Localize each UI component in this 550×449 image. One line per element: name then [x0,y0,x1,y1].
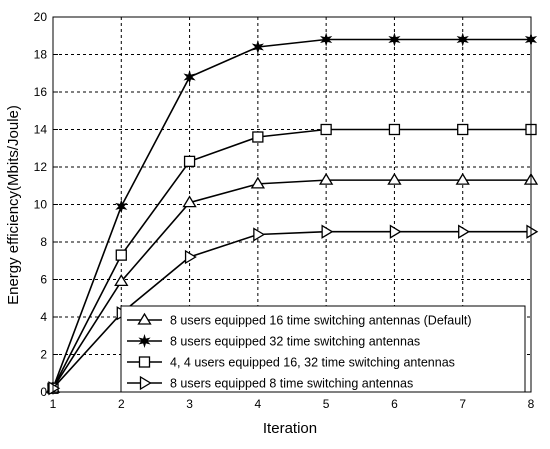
x-tick-label: 5 [323,397,330,411]
data-point-marker [455,172,470,185]
x-tick-label: 8 [528,397,535,411]
data-point-marker [318,172,334,185]
data-point-marker [115,249,127,261]
x-tick-label: 6 [391,397,398,411]
x-tick-label: 3 [186,397,193,411]
y-tick-label: 16 [34,85,48,99]
y-tick-label: 0 [40,385,47,399]
series-line [52,230,531,389]
series-layer [45,32,539,396]
data-point-marker [456,32,469,47]
y-tick-label: 14 [34,123,48,137]
data-point-marker [526,224,539,239]
legend: 8 users equipped 16 time switching anten… [120,305,526,393]
data-point-marker [388,123,401,136]
data-point-marker [253,227,266,242]
y-tick-label: 10 [34,198,48,212]
series-4 [48,224,539,396]
series-line [52,179,531,389]
data-point-marker [389,224,402,239]
data-point-marker [183,69,196,85]
legend-box [120,305,526,393]
x-tick-label: 1 [50,397,57,411]
legend-label: 8 users equipped 16 time switching anten… [170,314,472,328]
data-point-marker [320,123,332,136]
data-point-marker [183,155,196,168]
y-tick-label: 4 [40,310,47,324]
data-point-marker [252,131,264,143]
legend-marker [138,333,151,349]
legend-marker [139,375,152,391]
y-tick-label: 2 [40,348,47,362]
data-point-marker [114,274,129,287]
x-tick-label: 7 [459,397,466,411]
y-tick-label: 8 [40,235,47,249]
data-point-marker [115,199,128,214]
y-tick-label: 12 [34,160,48,174]
y-tick-label: 6 [40,273,47,287]
legend-marker [138,356,151,368]
series-line [52,38,531,389]
data-point-marker [321,224,334,239]
legend-label: 8 users equipped 8 time switching antenn… [170,377,413,391]
data-point-marker [182,195,197,208]
data-point-marker [387,172,402,185]
data-point-marker [48,381,61,396]
legend-marker [137,312,152,325]
x-tick-label: 2 [118,397,125,411]
data-point-marker [457,123,469,136]
data-point-marker [250,176,266,189]
y-axis-label: Energy efficiency(Mbits/Joule) [5,105,22,305]
y-tick-label: 20 [34,10,48,24]
data-point-marker [251,39,264,55]
series-line [52,128,531,389]
x-tick-label: 4 [255,397,262,411]
legend-label: 8 users equipped 32 time switching anten… [170,335,420,349]
data-point-marker [184,249,197,265]
x-axis-label: Iteration [263,420,317,437]
y-tick-label: 18 [34,48,48,62]
data-point-marker [388,32,401,47]
legend-label: 4, 4 users equipped 16, 32 time switchin… [170,356,455,370]
data-point-marker [458,224,470,239]
data-point-marker [320,32,333,47]
